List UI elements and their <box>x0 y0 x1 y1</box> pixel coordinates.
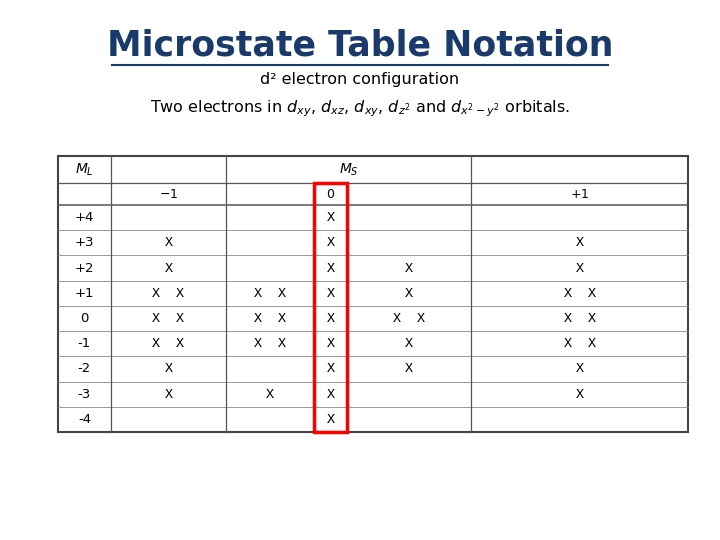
Text: X  X: X X <box>564 312 595 325</box>
Text: X: X <box>326 312 335 325</box>
Bar <box>314 183 347 432</box>
Text: -2: -2 <box>78 362 91 375</box>
Text: $-1$: $-1$ <box>159 187 178 200</box>
Text: X: X <box>326 237 335 249</box>
Text: X: X <box>164 362 173 375</box>
Text: X: X <box>405 287 413 300</box>
Text: $M_L$: $M_L$ <box>75 161 94 178</box>
Text: X: X <box>326 287 335 300</box>
Text: $+1$: $+1$ <box>570 187 589 200</box>
Text: X: X <box>326 388 335 401</box>
Text: X: X <box>575 261 583 274</box>
Text: X: X <box>326 413 335 426</box>
Text: X: X <box>405 261 413 274</box>
Text: X: X <box>405 362 413 375</box>
Text: X: X <box>164 388 173 401</box>
Text: X: X <box>326 337 335 350</box>
Text: X: X <box>326 362 335 375</box>
Text: X  X: X X <box>153 337 184 350</box>
Text: +2: +2 <box>75 261 94 274</box>
Text: X  X: X X <box>254 337 286 350</box>
Text: $0$: $0$ <box>326 187 335 200</box>
Text: X: X <box>326 211 335 224</box>
Text: X: X <box>575 388 583 401</box>
Text: +3: +3 <box>75 237 94 249</box>
Text: X  X: X X <box>153 287 184 300</box>
Text: $M_S$: $M_S$ <box>338 161 359 178</box>
Text: X: X <box>575 362 583 375</box>
Text: Microstate Table Notation: Microstate Table Notation <box>107 28 613 62</box>
Text: X: X <box>405 337 413 350</box>
Text: X  X: X X <box>564 337 595 350</box>
Bar <box>58 156 688 432</box>
Text: d² electron configuration: d² electron configuration <box>261 72 459 87</box>
Text: +4: +4 <box>75 211 94 224</box>
Text: X  X: X X <box>254 312 286 325</box>
Text: +1: +1 <box>75 287 94 300</box>
Text: X  X: X X <box>564 287 595 300</box>
Text: X: X <box>164 261 173 274</box>
Text: X: X <box>266 388 274 401</box>
Text: X: X <box>575 237 583 249</box>
Text: -4: -4 <box>78 413 91 426</box>
Text: X  X: X X <box>153 312 184 325</box>
Text: X: X <box>326 261 335 274</box>
Text: Two electrons in $d_{xy}$, $d_{xz}$, $d_{xy}$, $d_{z^2}$ and $d_{x^2-y^2}$ orbit: Two electrons in $d_{xy}$, $d_{xz}$, $d_… <box>150 98 570 119</box>
Text: -3: -3 <box>78 388 91 401</box>
Text: -1: -1 <box>78 337 91 350</box>
Text: X  X: X X <box>393 312 425 325</box>
Text: X: X <box>164 237 173 249</box>
Text: 0: 0 <box>81 312 89 325</box>
Text: X  X: X X <box>254 287 286 300</box>
